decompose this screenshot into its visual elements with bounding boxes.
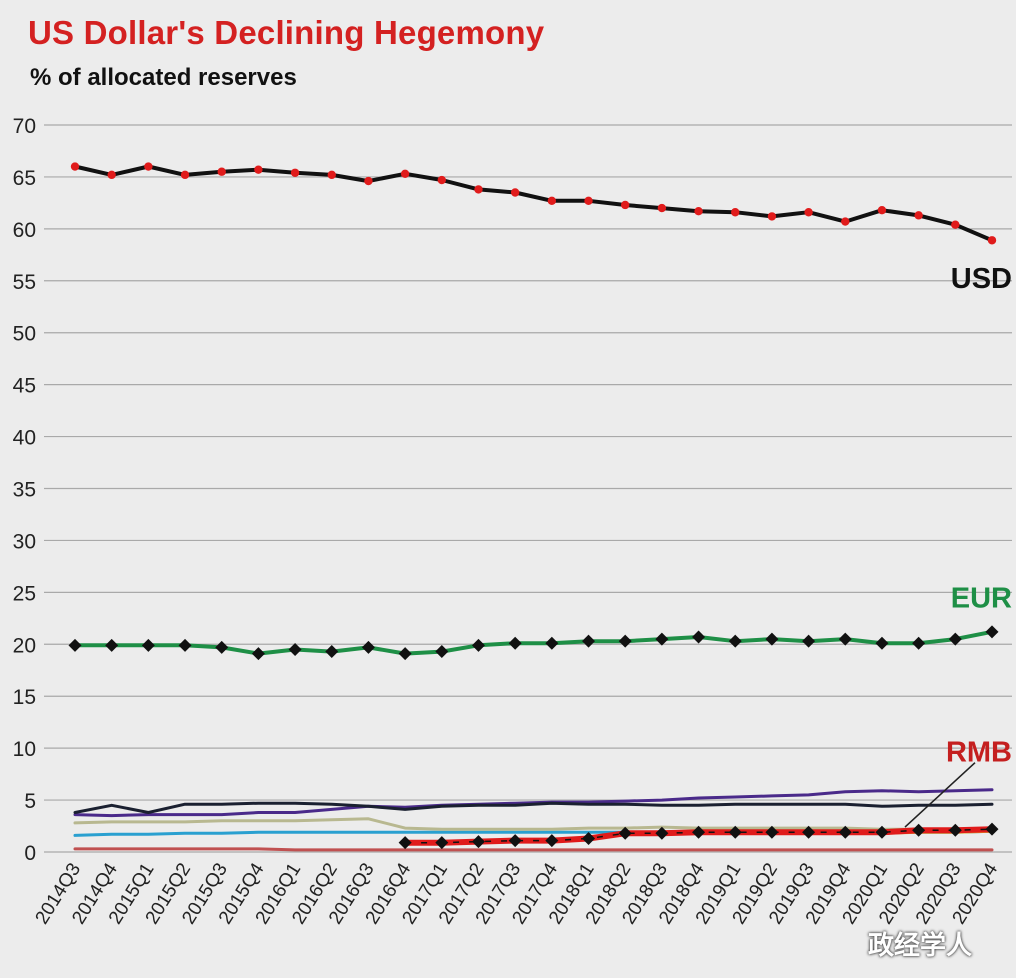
- data-point-eur: [215, 640, 229, 654]
- data-point-rmb: [912, 823, 926, 837]
- data-point-rmb: [802, 825, 816, 839]
- data-point-eur: [398, 647, 412, 661]
- y-tick-label: 0: [24, 842, 36, 865]
- y-tick-label: 10: [13, 738, 36, 761]
- data-point-usd: [144, 162, 153, 171]
- data-point-usd: [364, 176, 373, 186]
- data-point-usd: [804, 208, 813, 217]
- data-point-eur: [178, 638, 192, 652]
- data-point-usd: [327, 170, 336, 180]
- y-tick-label: 55: [13, 271, 36, 294]
- y-tick-label: 15: [13, 686, 36, 709]
- data-point-rmb: [765, 825, 779, 839]
- data-point-usd: [180, 170, 190, 180]
- data-point-rmb: [948, 823, 962, 837]
- y-tick-label: 70: [13, 115, 36, 138]
- y-tick-label: 5: [24, 790, 36, 813]
- y-tick-label: 35: [13, 479, 36, 502]
- series-line-other-3: [73, 788, 994, 818]
- data-point-usd: [70, 162, 80, 171]
- data-point-eur: [802, 634, 816, 648]
- data-point-rmb: [728, 825, 742, 839]
- data-point-rmb: [875, 825, 889, 839]
- data-point-usd: [951, 220, 960, 229]
- data-point-rmb: [398, 836, 412, 850]
- series-line-other-8: [73, 847, 994, 852]
- data-point-rmb: [435, 836, 449, 850]
- data-point-eur: [141, 638, 155, 652]
- data-point-usd: [694, 207, 703, 216]
- data-point-rmb: [618, 826, 632, 840]
- series-label-rmb: RMB: [946, 736, 1012, 768]
- data-point-eur: [288, 642, 302, 656]
- y-tick-label: 60: [13, 219, 36, 242]
- data-point-eur: [618, 634, 632, 648]
- series-line-other-4: [73, 801, 994, 814]
- y-tick-label: 20: [13, 634, 36, 657]
- series-label-eur: EUR: [951, 582, 1012, 614]
- data-point-eur: [471, 638, 485, 652]
- data-point-rmb: [582, 831, 596, 845]
- y-tick-label: 50: [13, 323, 36, 346]
- data-point-rmb: [655, 826, 669, 840]
- data-point-rmb: [508, 834, 522, 848]
- data-point-usd: [657, 203, 667, 213]
- y-tick-label: 30: [13, 530, 36, 553]
- series-line-other-6: [73, 817, 994, 831]
- data-point-usd: [290, 168, 300, 177]
- y-tick-label: 45: [13, 375, 36, 398]
- data-point-usd: [437, 175, 446, 185]
- data-point-eur: [435, 645, 449, 659]
- data-point-usd: [547, 196, 557, 206]
- data-point-usd: [217, 167, 226, 176]
- data-point-eur: [361, 640, 375, 654]
- data-point-eur: [765, 632, 779, 646]
- data-point-usd: [474, 185, 483, 194]
- data-point-eur: [838, 632, 852, 646]
- data-point-usd: [731, 208, 740, 217]
- chart-subtitle: % of allocated reserves: [30, 64, 297, 91]
- y-tick-label: 65: [13, 167, 36, 190]
- data-point-rmb: [838, 825, 852, 839]
- data-point-eur: [948, 632, 962, 646]
- data-point-eur: [545, 636, 559, 650]
- data-point-usd: [621, 200, 630, 210]
- data-point-eur: [985, 625, 999, 639]
- data-point-usd: [877, 205, 887, 215]
- data-point-usd: [400, 169, 410, 179]
- data-point-usd: [767, 212, 777, 221]
- series-label-usd: USD: [951, 263, 1012, 295]
- chart-title: US Dollar's Declining Hegemony: [28, 14, 545, 51]
- y-tick-label: 40: [13, 427, 36, 450]
- data-point-eur: [508, 636, 522, 650]
- data-point-eur: [325, 645, 339, 659]
- data-point-eur: [728, 634, 742, 648]
- rmb-leader-line: [904, 762, 976, 828]
- y-tick-label: 25: [13, 582, 36, 605]
- data-point-eur: [655, 632, 669, 646]
- data-point-rmb: [692, 825, 706, 839]
- data-point-usd: [841, 217, 850, 226]
- data-point-usd: [584, 196, 593, 206]
- data-point-eur: [912, 636, 926, 650]
- data-point-usd: [510, 188, 520, 197]
- data-point-usd: [107, 170, 116, 180]
- series-line-usd: [73, 164, 994, 243]
- data-point-eur: [692, 630, 706, 644]
- watermark-text: 政经学人: [868, 930, 973, 960]
- series-line-eur: [73, 629, 994, 656]
- data-point-eur: [875, 636, 889, 650]
- data-point-usd: [914, 211, 923, 220]
- data-point-eur: [68, 638, 82, 652]
- data-point-usd: [254, 165, 263, 174]
- data-point-eur: [251, 647, 265, 661]
- data-point-usd: [987, 236, 997, 245]
- data-point-rmb: [471, 835, 485, 849]
- data-point-eur: [582, 634, 596, 648]
- data-point-eur: [105, 638, 119, 652]
- data-point-rmb: [545, 834, 559, 848]
- data-point-rmb: [985, 822, 999, 836]
